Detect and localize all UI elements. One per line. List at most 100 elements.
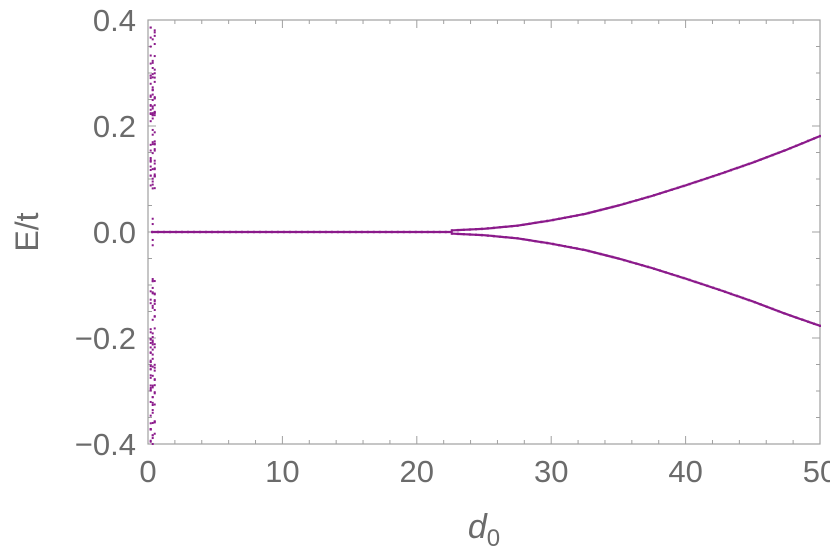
state-point <box>149 440 152 443</box>
upper-branch-point <box>801 142 804 145</box>
state-point <box>153 143 156 146</box>
upper-branch-point <box>534 221 537 225</box>
state-point <box>149 302 152 305</box>
state-point <box>149 95 152 98</box>
lower-branch-point <box>593 251 596 254</box>
state-point <box>153 366 156 369</box>
state-point <box>151 442 154 445</box>
lower-branch-point <box>504 236 507 239</box>
lower-branch-point <box>658 269 661 272</box>
state-point <box>153 131 156 134</box>
upper-branch-point <box>593 210 596 213</box>
state-point <box>149 26 152 29</box>
state-point <box>151 180 154 183</box>
state-point <box>153 369 156 372</box>
zero-mode-line-point <box>288 230 291 234</box>
lower-branch-point <box>724 290 727 294</box>
state-point <box>151 141 154 144</box>
state-point <box>149 400 152 403</box>
lower-branch-point <box>741 296 744 300</box>
state-point <box>153 148 156 151</box>
upper-branch-point <box>712 174 715 178</box>
upper-branch-point <box>676 186 679 190</box>
lower-branch-point <box>605 254 608 257</box>
lower-branch-point <box>492 234 495 238</box>
zero-mode-line-point <box>252 230 255 234</box>
state-point <box>151 73 154 76</box>
lower-branch-point <box>813 322 816 325</box>
upper-branch-point <box>546 219 549 223</box>
zero-mode-line-point <box>402 230 405 234</box>
state-point <box>151 143 154 146</box>
lower-branch-point <box>718 288 721 291</box>
state-point <box>149 94 152 97</box>
upper-branch-point <box>611 205 614 209</box>
state-point <box>149 414 152 417</box>
zero-mode-line-point <box>240 230 243 234</box>
state-point <box>149 361 152 364</box>
state-point <box>151 411 154 414</box>
state-point <box>149 388 152 391</box>
lower-branch-point <box>575 247 578 250</box>
zero-mode-line-point <box>300 230 303 234</box>
zero-mode-line-point <box>210 230 213 234</box>
state-point <box>151 341 154 344</box>
upper-branch-point <box>783 149 786 152</box>
state-point <box>149 158 152 161</box>
x-axis-label: d0 <box>468 508 500 552</box>
lower-branch-point <box>564 245 567 248</box>
upper-branch-point <box>688 182 691 186</box>
x-tick-label: 20 <box>400 454 434 489</box>
state-point <box>149 331 152 334</box>
lower-branch-point <box>552 242 555 246</box>
y-tick-label: −0.4 <box>75 427 136 462</box>
state-point <box>151 76 154 79</box>
state-point <box>153 300 156 303</box>
state-point <box>151 112 154 115</box>
state-point <box>149 298 152 301</box>
upper-branch-point <box>558 217 561 221</box>
state-point <box>153 110 156 113</box>
zero-mode-line-point <box>258 230 261 234</box>
upper-branch-point <box>658 192 661 195</box>
lower-branch-point <box>688 278 691 282</box>
state-point <box>149 104 152 107</box>
upper-branch-point <box>623 202 626 206</box>
lower-branch-point <box>522 238 525 241</box>
upper-branch-point <box>706 176 709 180</box>
state-point <box>153 292 156 295</box>
state-point <box>149 160 152 163</box>
state-point <box>149 82 152 85</box>
lower-branch-point <box>534 239 537 243</box>
state-point <box>151 105 154 108</box>
state-point <box>153 31 156 34</box>
lower-branch-point <box>682 276 685 280</box>
upper-branch-point <box>504 225 507 228</box>
lower-branch-point <box>617 257 620 260</box>
state-point <box>151 434 154 437</box>
upper-branch-point <box>777 151 780 155</box>
state-point <box>151 357 154 360</box>
state-point <box>151 67 154 70</box>
upper-branch-point <box>605 207 608 210</box>
upper-branch-point <box>462 228 465 232</box>
lower-branch-point <box>664 271 667 274</box>
zero-mode-line-point <box>234 230 237 234</box>
state-point <box>151 336 154 339</box>
state-point <box>151 279 154 282</box>
state-point <box>153 43 156 46</box>
zero-mode-line-point <box>342 230 345 234</box>
state-point <box>151 38 154 41</box>
upper-branch-point <box>450 229 453 232</box>
upper-branch-point <box>522 223 525 226</box>
state-point <box>153 140 156 143</box>
upper-branch-point <box>480 227 483 231</box>
zero-mode-line-point <box>426 230 429 234</box>
state-point <box>151 114 154 117</box>
zero-mode-line-point <box>414 230 417 234</box>
state-point <box>149 389 152 392</box>
upper-branch-point <box>682 184 685 188</box>
state-point <box>153 363 156 366</box>
state-point <box>151 107 154 110</box>
state-point <box>153 384 156 387</box>
